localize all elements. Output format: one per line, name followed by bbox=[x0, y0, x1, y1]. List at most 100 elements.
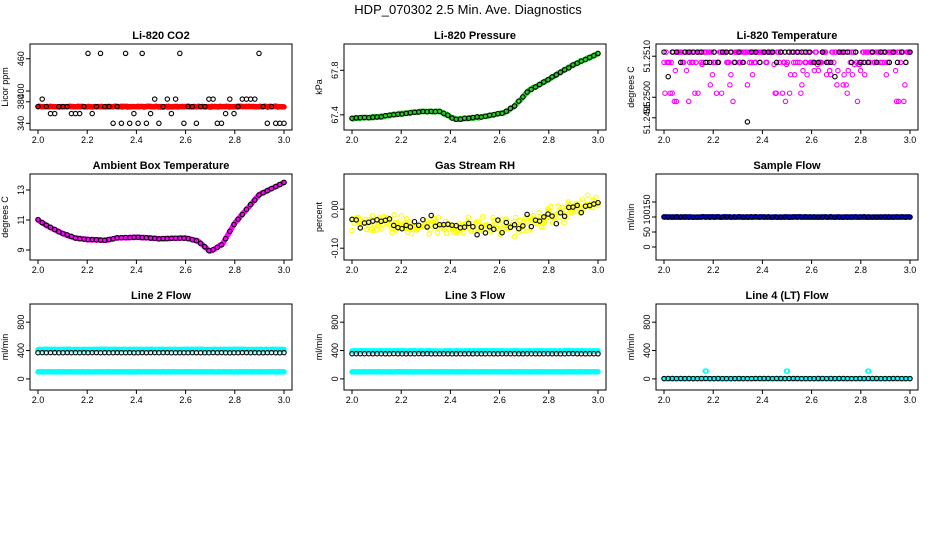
y-tick-label: 9 bbox=[16, 247, 26, 252]
data-point bbox=[560, 205, 566, 211]
data-point bbox=[118, 120, 125, 127]
data-point bbox=[769, 49, 776, 55]
data-point bbox=[139, 50, 145, 57]
data-point bbox=[202, 243, 208, 250]
data-point bbox=[845, 67, 851, 74]
data-point bbox=[390, 222, 397, 229]
data-point bbox=[818, 59, 825, 66]
x-tick-label: 2.4 bbox=[130, 265, 143, 275]
x-tick-label: 2.8 bbox=[855, 265, 868, 275]
data-point bbox=[557, 218, 563, 224]
data-point bbox=[264, 188, 271, 194]
data-point bbox=[143, 120, 150, 127]
data-point bbox=[247, 201, 254, 208]
data-point bbox=[51, 110, 58, 117]
data-point bbox=[408, 230, 415, 237]
data-point bbox=[561, 213, 568, 220]
x-tick-label: 2.6 bbox=[179, 265, 192, 275]
data-point bbox=[784, 59, 791, 66]
x-tick-label: 2.2 bbox=[81, 395, 94, 405]
y-tick-label: 150 bbox=[642, 194, 652, 209]
data-point bbox=[545, 77, 551, 83]
x-tick-label: 2.2 bbox=[395, 265, 408, 275]
x-tick-label: 2.2 bbox=[81, 265, 94, 275]
data-point bbox=[527, 226, 533, 233]
data-point bbox=[277, 181, 283, 188]
data-point bbox=[436, 108, 443, 115]
data-point bbox=[832, 73, 838, 80]
data-point bbox=[475, 218, 482, 225]
data-point bbox=[168, 110, 175, 117]
chart-boxtemp: Ambient Box Temperature 2.0 2.2 2.4 2.6 2.8 3.… bbox=[0, 160, 293, 275]
data-point bbox=[272, 183, 279, 190]
data-point bbox=[420, 216, 426, 223]
data-point bbox=[593, 194, 599, 201]
x-tick-label: 2.6 bbox=[805, 395, 818, 405]
data-point bbox=[779, 90, 786, 96]
data-point bbox=[711, 49, 717, 55]
data-point bbox=[582, 56, 589, 63]
data-point bbox=[813, 49, 820, 55]
y-tick-label: 800 bbox=[330, 315, 340, 330]
data-point bbox=[804, 71, 810, 78]
data-point bbox=[574, 202, 580, 209]
data-point bbox=[281, 120, 287, 127]
x-tick-label: 2.6 bbox=[805, 135, 818, 145]
data-point bbox=[43, 103, 50, 110]
y-axis-label: degrees C bbox=[0, 196, 10, 238]
data-point bbox=[243, 206, 250, 213]
data-point bbox=[685, 98, 692, 105]
y-tick-label: 50 bbox=[642, 227, 652, 237]
data-point bbox=[848, 59, 855, 66]
data-point bbox=[264, 120, 271, 127]
data-point bbox=[415, 222, 422, 229]
y-tick-label: 67.8 bbox=[330, 62, 340, 80]
data-point bbox=[172, 96, 179, 102]
x-tick-label: 3.0 bbox=[592, 395, 605, 405]
data-point bbox=[510, 218, 517, 225]
chart-title: Line 4 (LT) Flow bbox=[746, 290, 829, 302]
data-point bbox=[281, 369, 287, 375]
data-point bbox=[728, 71, 734, 78]
data-point bbox=[235, 103, 241, 110]
data-point bbox=[671, 98, 678, 105]
data-point bbox=[708, 49, 715, 55]
data-point bbox=[461, 224, 468, 230]
y-tick-label: 340 bbox=[16, 116, 26, 131]
data-point bbox=[541, 79, 547, 85]
x-tick-label: 2.6 bbox=[493, 135, 506, 145]
data-point bbox=[210, 246, 216, 253]
x-tick-label: 2.0 bbox=[658, 395, 671, 405]
data-point bbox=[268, 185, 275, 192]
data-point bbox=[740, 59, 746, 66]
data-point bbox=[773, 90, 779, 96]
chart-line4: Line 4 (LT) Flow 2.0 2.2 2.4 2.6 2.8 3.0 0 400 80… bbox=[626, 290, 919, 405]
y-tick-label: 0 bbox=[642, 244, 652, 249]
data-point bbox=[51, 226, 58, 233]
data-point bbox=[428, 221, 435, 227]
data-point bbox=[239, 211, 246, 218]
data-point bbox=[827, 71, 834, 78]
x-tick-label: 2.6 bbox=[179, 395, 192, 405]
data-point bbox=[227, 228, 233, 235]
data-point bbox=[849, 71, 856, 78]
data-point bbox=[835, 67, 841, 74]
data-point bbox=[744, 119, 751, 125]
data-point bbox=[453, 222, 459, 229]
series-samples bbox=[349, 199, 601, 238]
data-point bbox=[564, 213, 570, 220]
y-tick-label: -0.10 bbox=[330, 238, 340, 259]
y-tick-label: 0 bbox=[330, 376, 340, 381]
data-point bbox=[202, 103, 208, 110]
data-point bbox=[503, 216, 510, 222]
data-point bbox=[557, 210, 564, 216]
y-tick-label: 51.2500 bbox=[642, 81, 652, 114]
data-point bbox=[478, 224, 485, 231]
plot-frame bbox=[29, 303, 293, 391]
x-tick-label: 2.4 bbox=[444, 265, 457, 275]
x-tick-label: 2.4 bbox=[756, 395, 769, 405]
data-point bbox=[231, 221, 237, 228]
data-point bbox=[353, 217, 359, 223]
series-avg bbox=[349, 51, 601, 123]
